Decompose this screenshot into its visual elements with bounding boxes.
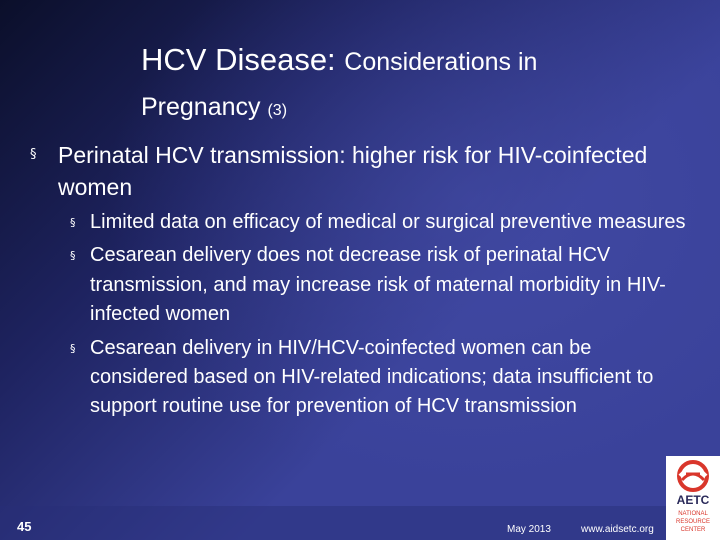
logo-text-aetc: AETC: [677, 493, 710, 507]
aetc-logo-icon: AETC NATIONAL RESOURCE CENTER: [676, 460, 710, 533]
bullet-level-1: § Perinatal HCV transmission: higher ris…: [30, 139, 670, 203]
title-sub-1: Considerations in: [344, 48, 538, 76]
sub-bullet-text: Limited data on efficacy of medical or s…: [90, 211, 686, 233]
logo-text-national: NATIONAL: [678, 511, 708, 517]
title-number: (3): [267, 102, 288, 119]
logo-text-resource: RESOURCE: [676, 519, 710, 525]
title-main: HCV Disease:: [141, 42, 345, 77]
footer-date: May 2013: [507, 524, 551, 535]
sub-bullet: § Cesarean delivery does not decrease ri…: [70, 241, 690, 329]
sub-bullet: § Cesarean delivery in HIV/HCV-coinfecte…: [70, 334, 690, 422]
bullet-marker-icon: §: [70, 249, 76, 263]
slide-title: HCV Disease: Considerations in Pregnancy…: [141, 38, 701, 132]
logo-text-center: CENTER: [681, 527, 706, 533]
sub-bullet: § Limited data on efficacy of medical or…: [70, 208, 690, 237]
bullet-marker-icon: §: [30, 147, 37, 162]
sub-bullet-text: Cesarean delivery does not decrease risk…: [90, 244, 666, 326]
sub-bullet-text: Cesarean delivery in HIV/HCV-coinfected …: [90, 336, 654, 418]
sub-bullet-list: § Limited data on efficacy of medical or…: [70, 208, 690, 426]
bullet-marker-icon: §: [70, 341, 76, 355]
page-number: 45: [17, 519, 32, 534]
bullet-marker-icon: §: [70, 216, 76, 229]
footer-url: www.aidsetc.org: [581, 524, 654, 535]
bullet-text: Perinatal HCV transmission: higher risk …: [58, 142, 648, 200]
title-sub-2: Pregnancy: [141, 93, 268, 121]
aetc-logo: AETC NATIONAL RESOURCE CENTER: [666, 456, 720, 540]
footer-bar: [0, 506, 720, 540]
